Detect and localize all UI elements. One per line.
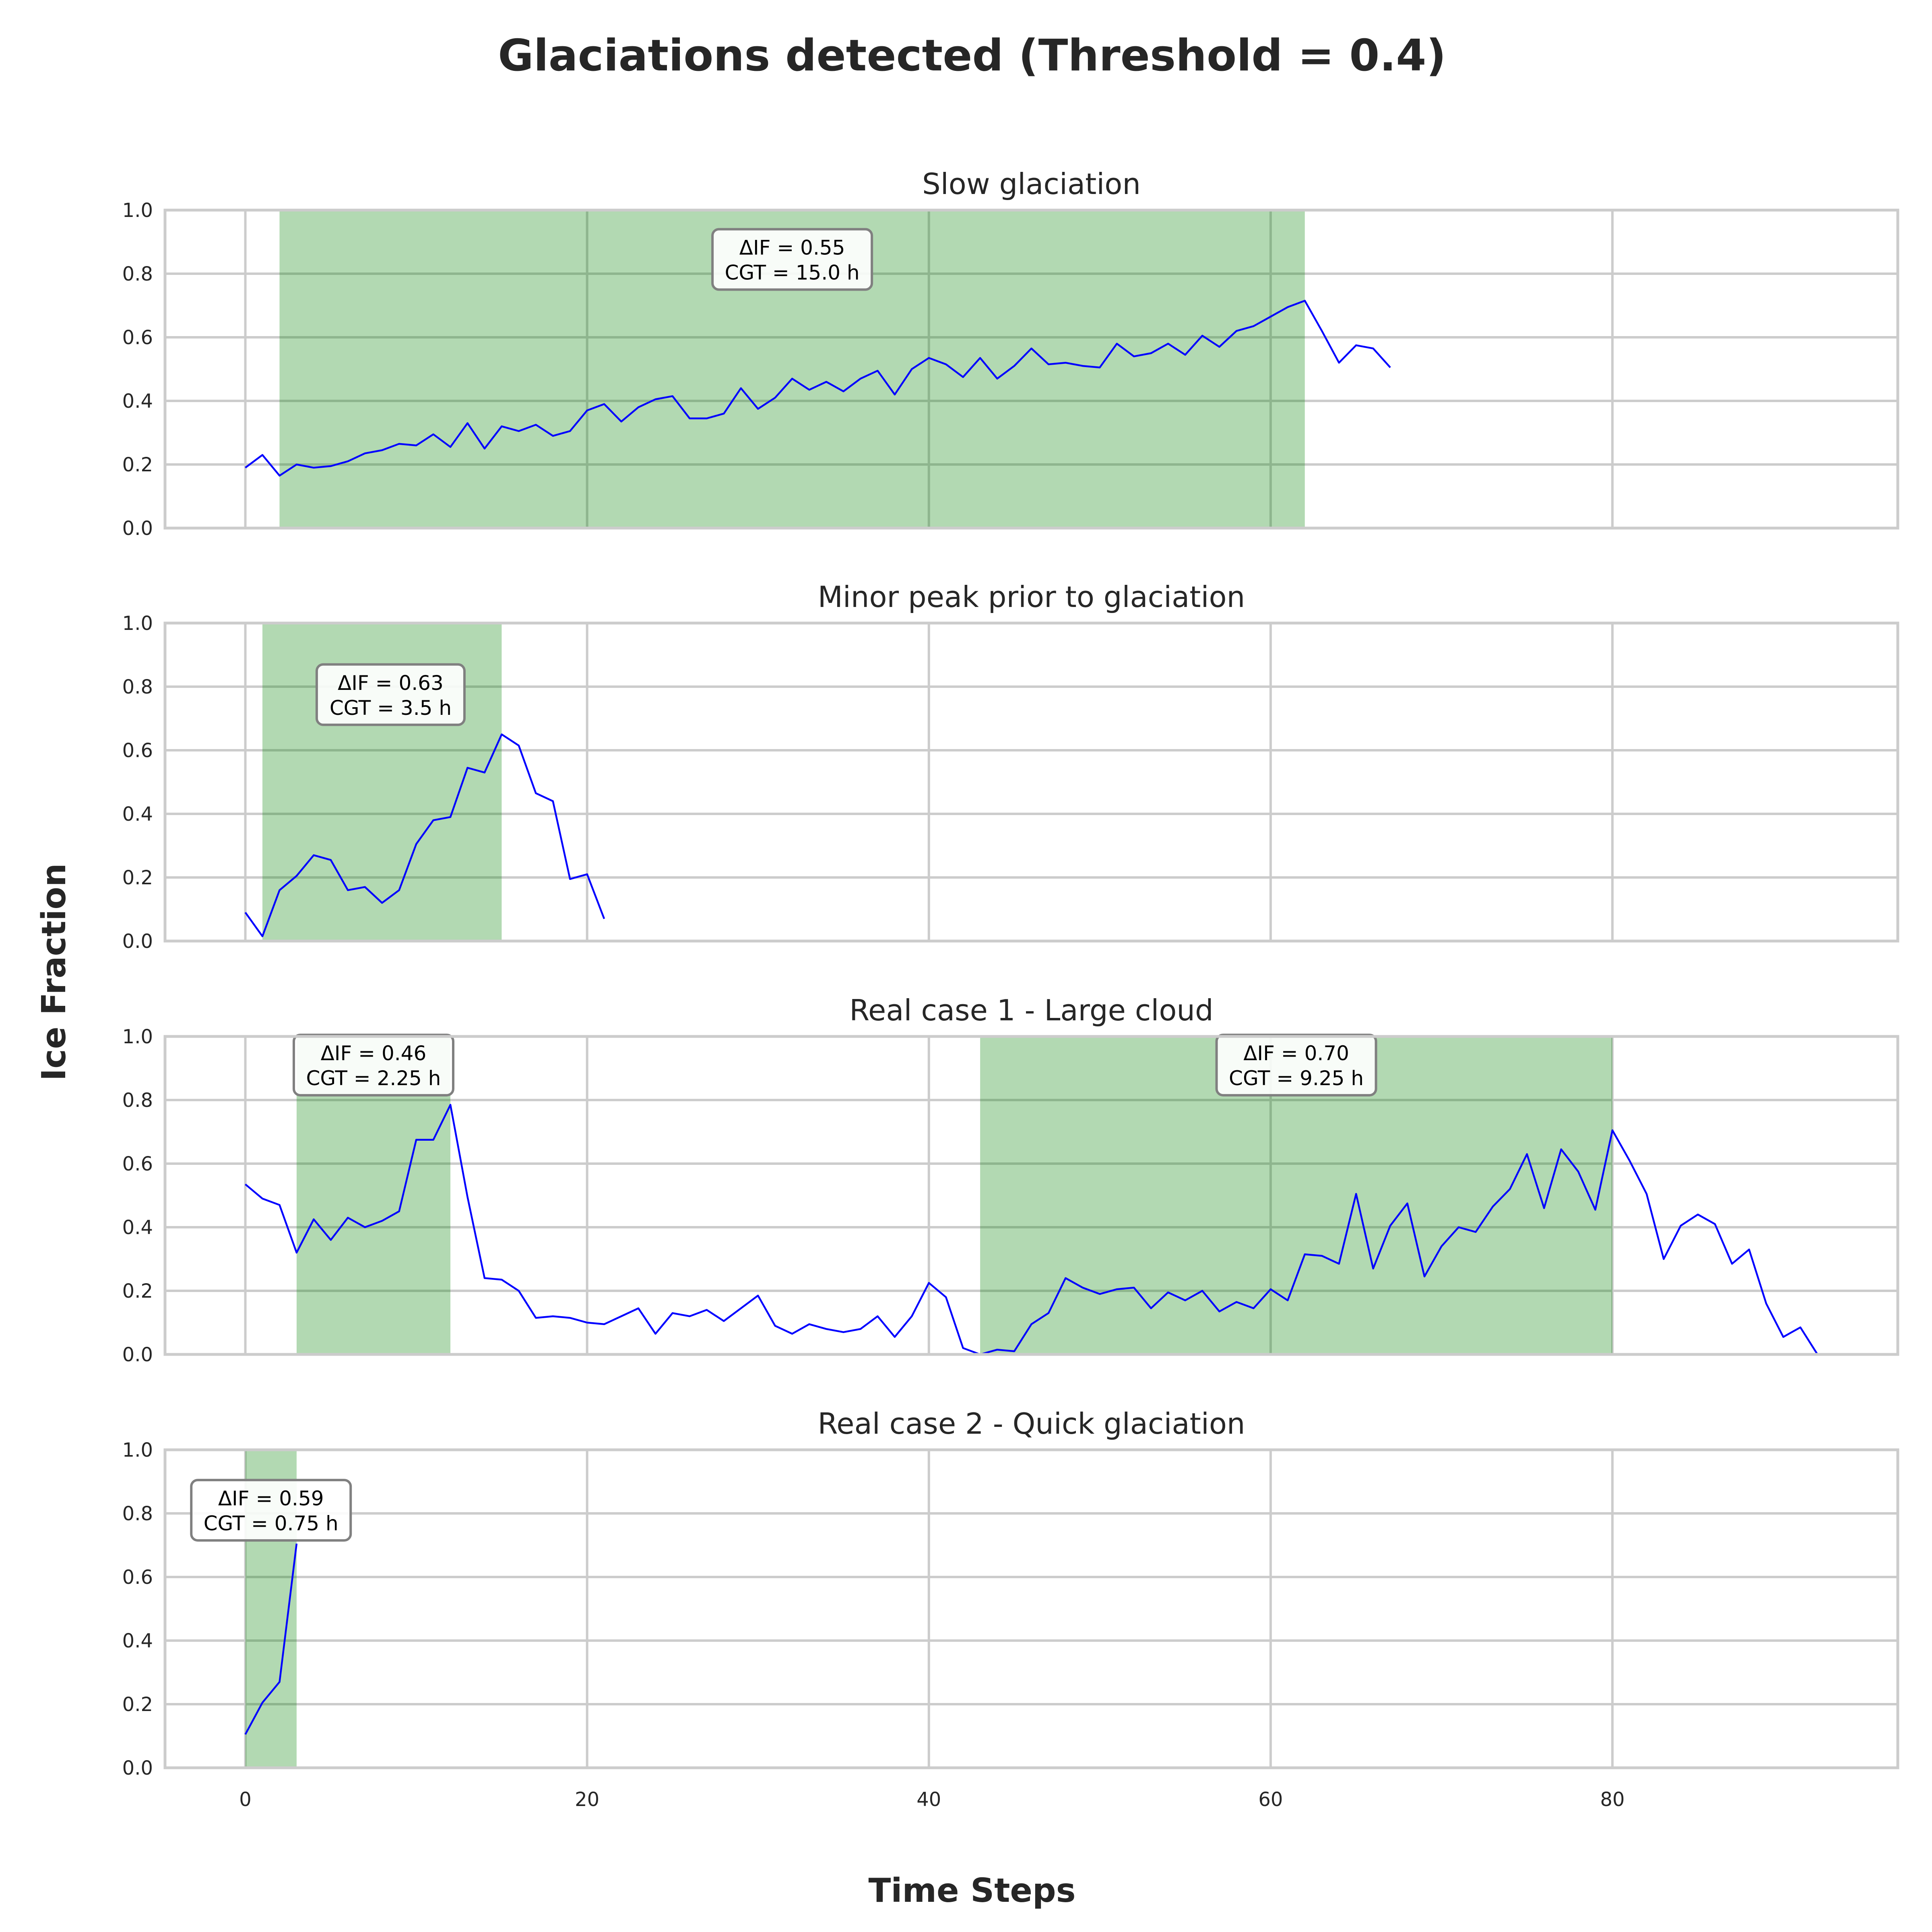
y-tick-label: 0.0 (122, 1344, 153, 1366)
y-tick-label: 1.0 (122, 1026, 153, 1048)
glaciation-annotation-box (1215, 1034, 1377, 1097)
subplot-1: Slow glaciation 0.0 0.2 0.4 0.6 0.8 1.0 ΔIF = 0… (122, 167, 1899, 540)
cgt-label: CGT = 2.25 h (306, 1067, 441, 1090)
x-tick-label: 0 (239, 1788, 252, 1811)
y-tick-label: 0.0 (122, 517, 153, 540)
subplot-4: Real case 2 - Quick glaciation 0.0 0.2 0.4 0… (122, 1407, 1899, 1811)
ice-fraction-line (244, 733, 605, 937)
y-tick-label: 0.0 (122, 930, 153, 953)
y-tick-label: 0.2 (122, 454, 153, 476)
subplot-2: Minor peak prior to glaciation 0.0 0.2 0.4 0… (122, 580, 1899, 953)
y-tick-label: 1.0 (122, 612, 153, 635)
x-tick-label: 60 (1258, 1788, 1283, 1811)
subplot-3: Real case 1 - Large cloud 0.0 0.2 0.4 0.6 0.8… (122, 993, 1899, 1366)
subplot-frame (163, 1448, 1899, 1769)
y-tick-label: 1.0 (122, 1439, 153, 1461)
glaciation-annotation-box (315, 663, 466, 726)
y-tick-label: 0.2 (122, 867, 153, 889)
y-tick-label: 0.8 (122, 1503, 153, 1525)
subplot-frame (163, 208, 1899, 530)
glaciation-annotation-box (292, 1034, 454, 1097)
cgt-label: CGT = 3.5 h (330, 696, 452, 720)
ice-fraction-line (244, 1543, 298, 1735)
y-tick-label: 0.6 (122, 1566, 153, 1589)
y-tick-label: 0.8 (122, 676, 153, 698)
delta-if-label: ΔIF = 0.59 (218, 1487, 324, 1510)
ice-fraction-line (245, 299, 1391, 477)
glaciation-annotation-box (190, 1479, 352, 1542)
y-tick-label: 0.6 (122, 1153, 153, 1175)
cgt-label: CGT = 0.75 h (204, 1512, 339, 1535)
y-tick-label: 0.8 (122, 1089, 153, 1112)
y-tick-label: 0.0 (122, 1757, 153, 1779)
subplot-frame (163, 621, 1899, 943)
y-tick-label: 0.6 (122, 326, 153, 349)
y-axis-label: Ice Fraction (35, 863, 73, 1081)
y-tick-label: 1.0 (122, 199, 153, 222)
y-tick-label: 0.6 (122, 739, 153, 762)
ice-fraction-line (245, 1104, 1818, 1356)
cgt-label: CGT = 9.25 h (1229, 1067, 1364, 1090)
x-axis-label: Time Steps (868, 1872, 1075, 1910)
y-tick-label: 0.2 (122, 1693, 153, 1716)
delta-if-label: ΔIF = 0.70 (1243, 1042, 1349, 1065)
delta-if-label: ΔIF = 0.55 (739, 236, 845, 259)
figure-title: Glaciations detected (Threshold = 0.4) (498, 31, 1446, 81)
cgt-label: CGT = 15.0 h (725, 261, 860, 284)
x-tick-label: 20 (575, 1788, 599, 1811)
delta-if-label: ΔIF = 0.63 (338, 671, 444, 695)
x-tick-label: 40 (916, 1788, 941, 1811)
y-tick-label: 0.8 (122, 263, 153, 285)
subplot-frame (163, 1035, 1899, 1356)
subplot-title: Minor peak prior to glaciation (818, 580, 1245, 614)
subplots: Slow glaciation 0.0 0.2 0.4 0.6 0.8 1.0 ΔIF = 0… (122, 167, 1899, 1811)
subplot-title: Real case 1 - Large cloud (849, 993, 1214, 1027)
glaciation-annotation-box (711, 228, 873, 291)
subplot-title: Real case 2 - Quick glaciation (818, 1407, 1245, 1441)
subplot-title: Slow glaciation (922, 167, 1141, 201)
y-tick-label: 0.4 (122, 1630, 153, 1652)
x-tick-label: 80 (1600, 1788, 1624, 1811)
y-tick-label: 0.4 (122, 1216, 153, 1239)
y-tick-label: 0.4 (122, 803, 153, 826)
delta-if-label: ΔIF = 0.46 (321, 1042, 427, 1065)
y-tick-label: 0.4 (122, 390, 153, 413)
y-tick-label: 0.2 (122, 1280, 153, 1302)
